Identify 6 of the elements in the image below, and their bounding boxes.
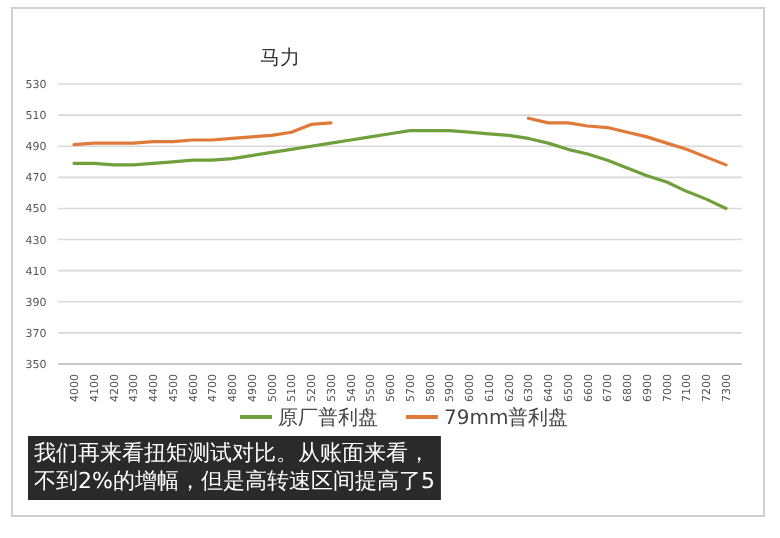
text: 我们再来看扭矩测试对比。从账面来看， [34, 440, 430, 466]
chart-title: 马力 [260, 46, 300, 70]
line-series [72, 129, 728, 211]
legend-label: 79mm普利盘 [444, 406, 569, 430]
legend-label: 原厂普利盘 [278, 406, 378, 430]
text: 不到2%的增幅，但是高转速区间提高了5 [34, 468, 435, 494]
